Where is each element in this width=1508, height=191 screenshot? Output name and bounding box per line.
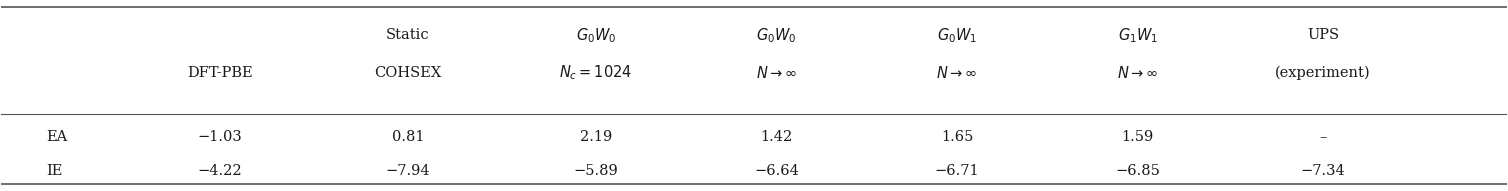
Text: (experiment): (experiment): [1276, 66, 1371, 80]
Text: Static: Static: [386, 28, 430, 42]
Text: −5.89: −5.89: [573, 164, 618, 178]
Text: 0.81: 0.81: [392, 130, 424, 144]
Text: −6.71: −6.71: [935, 164, 980, 178]
Text: $N_c = 1024$: $N_c = 1024$: [559, 64, 632, 82]
Text: UPS: UPS: [1307, 28, 1339, 42]
Text: 1.42: 1.42: [760, 130, 793, 144]
Text: $N \rightarrow \infty$: $N \rightarrow \infty$: [936, 65, 979, 81]
Text: $G_0W_0$: $G_0W_0$: [757, 26, 796, 45]
Text: −4.22: −4.22: [198, 164, 241, 178]
Text: −7.94: −7.94: [386, 164, 430, 178]
Text: $G_0W_0$: $G_0W_0$: [576, 26, 617, 45]
Text: −6.85: −6.85: [1116, 164, 1160, 178]
Text: 1.59: 1.59: [1122, 130, 1154, 144]
Text: EA: EA: [47, 130, 68, 144]
Text: 2.19: 2.19: [581, 130, 612, 144]
Text: −1.03: −1.03: [198, 130, 241, 144]
Text: 1.65: 1.65: [941, 130, 973, 144]
Text: $G_0W_1$: $G_0W_1$: [936, 26, 977, 45]
Text: DFT-PBE: DFT-PBE: [187, 66, 252, 80]
Text: −6.64: −6.64: [754, 164, 799, 178]
Text: −7.34: −7.34: [1300, 164, 1345, 178]
Text: $G_1W_1$: $G_1W_1$: [1117, 26, 1158, 45]
Text: IE: IE: [47, 164, 63, 178]
Text: $N \rightarrow \infty$: $N \rightarrow \infty$: [756, 65, 798, 81]
Text: $N \rightarrow \infty$: $N \rightarrow \infty$: [1117, 65, 1158, 81]
Text: COHSEX: COHSEX: [374, 66, 442, 80]
Text: –: –: [1320, 130, 1327, 144]
